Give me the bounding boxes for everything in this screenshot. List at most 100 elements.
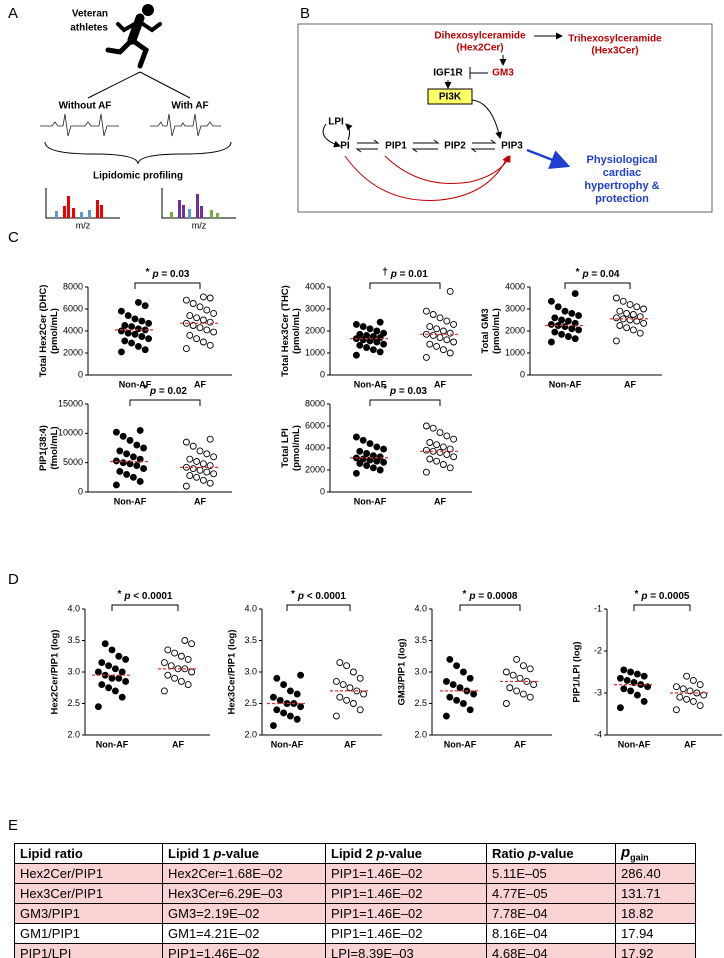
equilibrium-arrows xyxy=(355,139,497,153)
header-text: Lipid ratio xyxy=(20,846,83,861)
panel-label: A xyxy=(8,5,18,22)
annotation-p: p xyxy=(123,591,130,602)
y-tick-label: 1000 xyxy=(505,347,525,357)
results-table: Lipid ratio Lipid 1 p-value Lipid 2 p-va… xyxy=(14,843,696,958)
y-axis-label: Total GM3 xyxy=(480,308,491,353)
outcome-label: hypertrophy & xyxy=(584,180,659,192)
data-point xyxy=(442,712,450,720)
data-point xyxy=(429,331,437,339)
y-tick-label: 0 xyxy=(320,369,325,379)
annotation-mark: * xyxy=(463,589,467,600)
y-tick-label: -1 xyxy=(594,603,602,613)
annotation-text: = 0.04 xyxy=(589,269,620,280)
y-tick-label: 4.0 xyxy=(414,603,427,613)
data-point xyxy=(502,700,510,707)
y-tick-label: 2000 xyxy=(305,464,325,474)
data-point xyxy=(620,685,628,693)
y-tick-label: 4000 xyxy=(505,281,525,291)
data-point xyxy=(136,426,144,434)
data-point xyxy=(117,327,125,335)
data-point xyxy=(564,333,572,340)
data-point xyxy=(620,666,628,674)
data-point xyxy=(196,303,204,311)
data-point xyxy=(683,672,691,680)
data-point xyxy=(436,334,444,342)
data-point xyxy=(568,309,576,317)
y-axis-label: Hex2Cer/PIP1 (log) xyxy=(50,630,61,715)
table-cell: Hex2Cer/PIP1 xyxy=(14,863,163,884)
table-cell: PIP1=1.46E–02 xyxy=(162,943,326,958)
data-point xyxy=(138,333,146,340)
y-tick-label: 4000 xyxy=(305,442,325,452)
y-tick-label: 0 xyxy=(520,369,525,379)
annotation-text: = 0.02 xyxy=(156,386,187,397)
data-point xyxy=(128,339,136,347)
data-point xyxy=(141,302,149,310)
data-point xyxy=(551,314,559,322)
x-tick-label: AF xyxy=(434,496,446,506)
axis-label: m/z xyxy=(76,220,91,230)
data-point xyxy=(640,672,648,680)
annotation-p: p xyxy=(581,269,588,280)
data-point xyxy=(513,655,521,663)
y-axis-label: Total Hex3Cer (THC) xyxy=(280,285,291,377)
data-point xyxy=(439,461,447,468)
data-point xyxy=(206,294,214,302)
data-point xyxy=(269,722,277,729)
data-point xyxy=(210,470,218,478)
y-tick-label: 2.0 xyxy=(67,729,80,739)
data-point xyxy=(446,464,454,472)
data-point xyxy=(94,668,102,676)
data-point xyxy=(140,444,148,452)
panel-label: C xyxy=(8,229,19,246)
data-point xyxy=(456,684,464,692)
data-point xyxy=(551,328,559,336)
ecg-trace xyxy=(150,113,221,137)
data-point xyxy=(123,470,131,478)
data-point xyxy=(189,465,197,472)
annotation-mark: * xyxy=(118,589,122,600)
x-tick-label: AF xyxy=(344,739,356,749)
data-point xyxy=(436,429,444,437)
data-point xyxy=(459,700,467,707)
node-label: (Hex3Cer) xyxy=(591,46,638,57)
data-point xyxy=(346,684,354,692)
data-point xyxy=(136,477,144,485)
data-point xyxy=(332,712,340,720)
data-point xyxy=(128,323,136,331)
header-text: Ratio xyxy=(492,846,529,861)
header-cell: Lipid 2 p-value xyxy=(325,843,487,864)
data-point xyxy=(199,476,207,484)
header-text: -value xyxy=(221,846,260,861)
data-point xyxy=(633,303,641,311)
data-point xyxy=(188,640,196,648)
data-point xyxy=(369,333,377,340)
header-text: p xyxy=(376,846,385,861)
data-point xyxy=(336,659,344,666)
header-cell: Lipid 1 p-value xyxy=(162,843,326,864)
annotation-text: = 0.03 xyxy=(396,386,427,397)
data-point xyxy=(167,662,175,670)
data-point xyxy=(676,693,684,701)
data-point xyxy=(380,340,388,348)
table-cell: 17.94 xyxy=(615,923,696,944)
data-point xyxy=(293,715,301,723)
header-text: gain xyxy=(630,852,649,863)
y-axis-label: (pmol/mL) xyxy=(49,308,60,354)
significance-bracket xyxy=(459,604,521,611)
arrow xyxy=(471,99,503,139)
data-point xyxy=(644,683,652,691)
data-point xyxy=(426,323,434,331)
table-cell: 18.82 xyxy=(615,903,696,924)
data-point xyxy=(506,684,514,692)
data-point xyxy=(332,678,340,685)
data-point xyxy=(627,668,635,676)
y-axis-label: PIP1(38:4) xyxy=(38,425,49,471)
data-point xyxy=(189,442,197,450)
data-point xyxy=(636,329,644,337)
arrow xyxy=(322,123,341,148)
annotation-mark: * xyxy=(576,267,580,278)
data-point xyxy=(186,455,194,463)
pathway-frame xyxy=(297,23,713,213)
